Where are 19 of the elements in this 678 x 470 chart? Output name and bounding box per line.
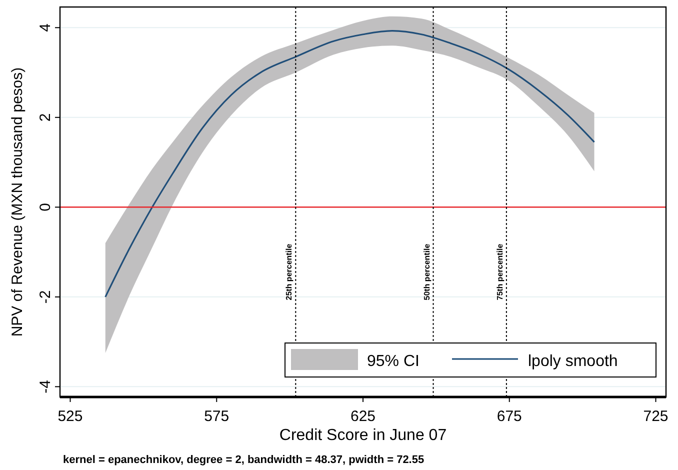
- text: kernel = epanechnikov, degree = 2, bandwidth = 48.37, pwidth = 72.55: [63, 454, 424, 466]
- y-tick-label: 4: [37, 23, 54, 32]
- legend-label: lpoly smooth: [528, 353, 618, 370]
- ref-line-label: 25th percentile: [284, 243, 294, 300]
- x-tick-label: 575: [204, 408, 230, 425]
- annotation: 95% CI: [367, 353, 420, 370]
- y-tick-label: -2: [37, 290, 54, 304]
- x-tick-label: 675: [496, 408, 522, 425]
- y-tick-label: 2: [37, 113, 54, 122]
- x-axis-title: Credit Score in June 07: [279, 427, 447, 444]
- ref-line-label: 75th percentile: [495, 243, 504, 300]
- y-axis-title: NPV of Revenue (MXN thousand pesos): [9, 67, 26, 337]
- y-tick-label: 0: [37, 202, 54, 212]
- line-series: [104, 30, 596, 298]
- x-tick-label: 525: [58, 408, 83, 425]
- y-tick-label: -4: [37, 380, 54, 394]
- ref-line-label: 50th percentile: [422, 243, 432, 300]
- x-tick-label: 625: [350, 408, 376, 425]
- x-tick-label: 725: [643, 408, 668, 425]
